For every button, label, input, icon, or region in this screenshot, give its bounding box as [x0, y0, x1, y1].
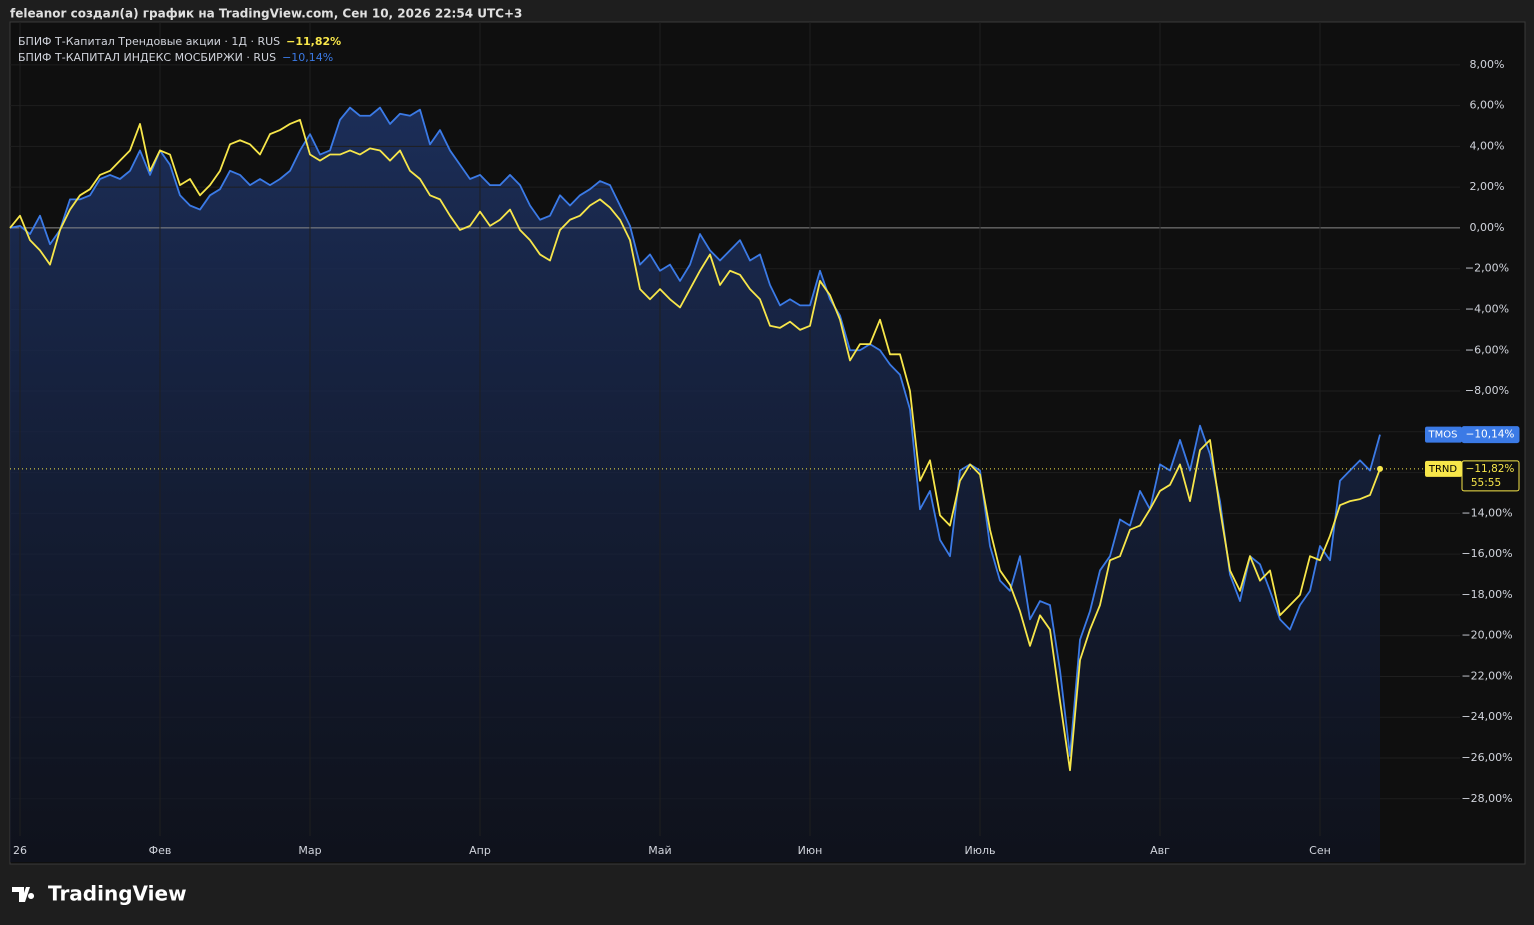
- y-tick-label: −18,00%: [1461, 588, 1512, 601]
- y-tick-label: −6,00%: [1465, 343, 1509, 356]
- y-tick-label: 0,00%: [1470, 221, 1505, 234]
- y-tick-label: −4,00%: [1465, 302, 1509, 315]
- legend-value: −11,82%: [286, 35, 341, 48]
- y-tick-label: −8,00%: [1465, 384, 1509, 397]
- y-tick-label: 6,00%: [1470, 99, 1505, 112]
- price-tag: [1461, 460, 1520, 492]
- ticker-label: TMOS: [1428, 430, 1458, 441]
- y-tick-label: −14,00%: [1461, 506, 1512, 519]
- y-tick-label: −16,00%: [1461, 547, 1512, 560]
- y-tick-label: 2,00%: [1470, 180, 1505, 193]
- legend-name: БПИФ Т-Капитал Трендовые акции · 1Д · RU…: [18, 35, 280, 48]
- x-tick-label: Апр: [469, 844, 491, 857]
- area-fill: [10, 107, 1380, 863]
- legend-name: БПИФ Т-КАПИТАЛ ИНДЕКС МОСБИРЖИ · RUS: [18, 51, 276, 64]
- x-tick-label: Май: [648, 844, 671, 857]
- y-tick-label: −22,00%: [1461, 669, 1512, 682]
- x-tick-label: Авг: [1150, 844, 1170, 857]
- price-label: −10,14%: [1466, 429, 1515, 441]
- x-tick-label: 26: [13, 844, 27, 857]
- y-tick-label: 8,00%: [1470, 58, 1505, 71]
- legend-entry: БПИФ Т-КАПИТАЛ ИНДЕКС МОСБИРЖИ · RUS −10,…: [18, 51, 333, 64]
- header: feleanor создал(а) график на TradingView…: [10, 7, 522, 21]
- ticker-tag: [1425, 426, 1462, 443]
- ticker-tag: [1425, 460, 1462, 477]
- brand-logo: [12, 887, 35, 902]
- ticker-label: TRND: [1428, 464, 1458, 475]
- line-series: [9, 106, 1381, 757]
- x-tick-label: Июль: [964, 844, 995, 857]
- y-tick-label: −20,00%: [1461, 629, 1512, 642]
- x-tick-label: Июн: [798, 844, 823, 857]
- countdown: 55:55: [1471, 477, 1501, 489]
- y-tick-label: −26,00%: [1461, 751, 1512, 764]
- y-tick-label: 4,00%: [1470, 139, 1505, 152]
- price-tag: [1461, 426, 1520, 444]
- x-tick-label: Сен: [1309, 844, 1331, 857]
- y-tick-label: −24,00%: [1461, 710, 1512, 723]
- line-series: [9, 118, 1381, 772]
- price-label: −11,82%: [1466, 463, 1515, 475]
- legend-value: −10,14%: [282, 51, 333, 64]
- y-tick-label: −2,00%: [1465, 262, 1509, 275]
- brand: TradingView: [48, 882, 187, 906]
- legend-entry: БПИФ Т-Капитал Трендовые акции · 1Д · RU…: [18, 35, 341, 48]
- x-tick-label: Мар: [298, 844, 321, 857]
- x-tick-label: Фев: [149, 844, 172, 857]
- last-point: [1377, 465, 1383, 472]
- y-tick-label: −28,00%: [1461, 792, 1512, 805]
